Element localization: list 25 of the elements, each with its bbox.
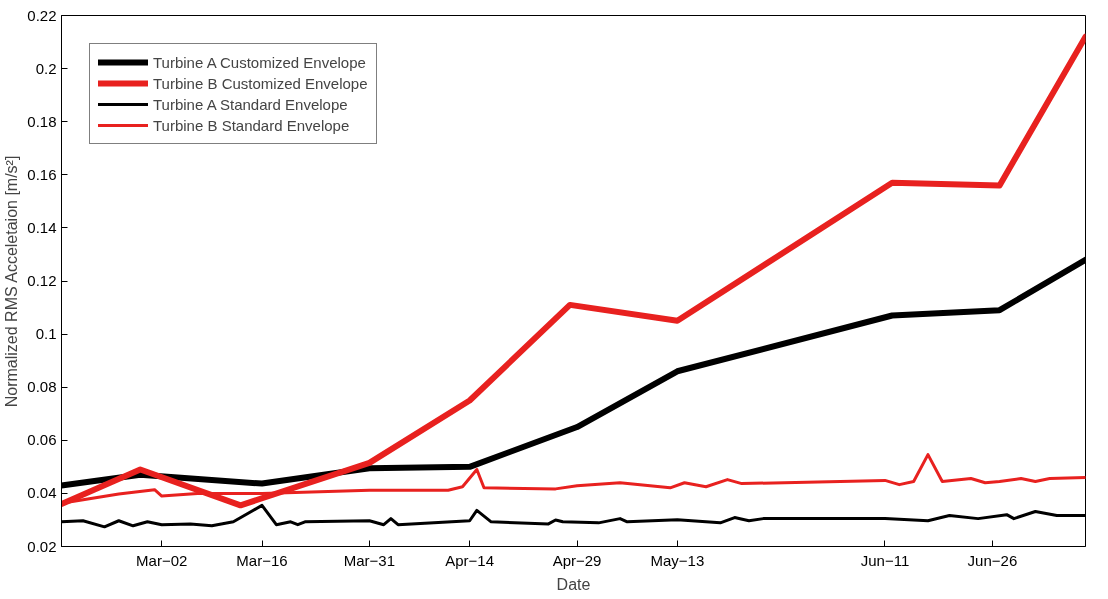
y-tick-label: 0.16: [27, 165, 57, 183]
y-tick-label: 0.2: [35, 59, 57, 77]
x-tick-label: Mar−16: [236, 551, 288, 569]
x-tick-label: May−13: [650, 551, 705, 569]
y-axis-title: Normalized RMS Acceletaion [m/s²]: [3, 155, 21, 408]
legend-label: Turbine A Customized Envelope: [153, 52, 366, 72]
x-tick-label: Jun−26: [967, 551, 1018, 569]
y-tick-label: 0.06: [27, 431, 57, 449]
y-tick-label: 0.02: [27, 537, 57, 555]
legend-label: Turbine B Standard Envelope: [153, 115, 350, 135]
legend-label: Turbine A Standard Envelope: [153, 94, 348, 114]
legend-label: Turbine B Customized Envelope: [153, 73, 368, 93]
x-tick-label: Mar−31: [343, 551, 396, 569]
y-tick-label: 0.18: [27, 112, 57, 130]
x-tick-label: Jun−11: [860, 551, 910, 569]
x-tick-label: Mar−02: [136, 551, 188, 569]
y-tick-label: 0.1: [35, 325, 57, 343]
y-tick-label: 0.22: [27, 6, 57, 24]
x-tick-label: Apr−29: [552, 551, 602, 569]
x-axis-title: Date: [556, 575, 591, 593]
y-tick-label: 0.14: [27, 218, 57, 236]
y-tick-label: 0.08: [27, 378, 57, 396]
y-tick-label: 0.12: [27, 272, 57, 289]
y-tick-label: 0.04: [27, 484, 57, 502]
x-tick-label: Apr−14: [445, 551, 495, 569]
